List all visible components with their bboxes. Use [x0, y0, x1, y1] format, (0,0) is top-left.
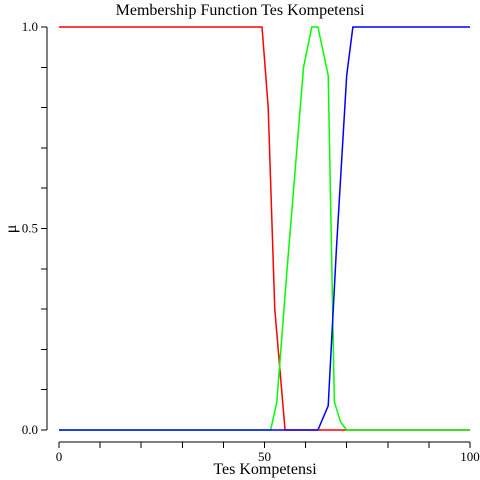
- y-ticks: 0.0 0.5 1.0: [22, 19, 47, 437]
- chart-title: Membership Function Tes Kompetensi: [116, 2, 365, 19]
- x-tick-label: 50: [258, 449, 271, 464]
- x-tick-label: 100: [460, 449, 480, 464]
- y-tick-label: 0.5: [22, 221, 38, 236]
- series-line-2: [59, 26, 470, 431]
- y-tick-label: 1.0: [22, 19, 38, 34]
- x-ticks: 0 50 100: [56, 442, 480, 464]
- series-line-3: [59, 26, 470, 431]
- plot-lines: [59, 26, 470, 431]
- series-line-1: [59, 26, 470, 431]
- x-tick-label: 0: [56, 449, 63, 464]
- x-axis-label: Tes Kompetensi: [213, 461, 317, 478]
- y-axis-label: μ: [3, 225, 20, 234]
- y-tick-label: 0.0: [22, 422, 38, 437]
